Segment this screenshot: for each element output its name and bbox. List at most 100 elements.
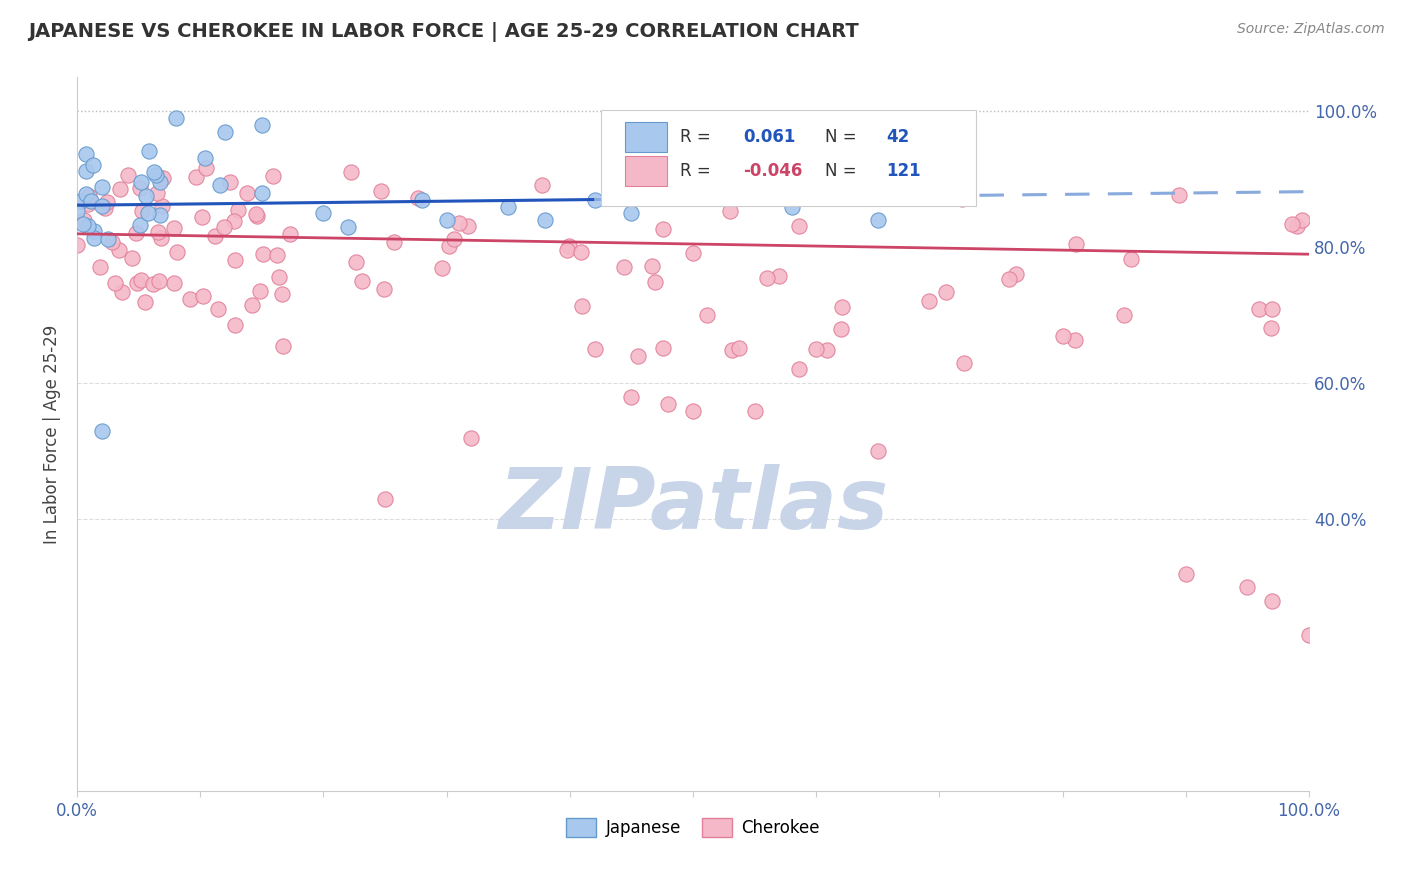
Point [373, 281, 395, 295]
Point [718, 204, 741, 219]
Point [66, 203, 89, 218]
Point [652, 222, 675, 236]
Point [406, 191, 429, 205]
Point [108, 244, 131, 258]
Point [382, 235, 405, 249]
Point [1174, 566, 1197, 581]
Point [142, 277, 165, 292]
Text: R =: R = [679, 128, 716, 146]
Point [128, 181, 150, 195]
Text: 121: 121 [887, 162, 921, 180]
Point [131, 204, 153, 219]
Point [111, 285, 134, 299]
Point [312, 206, 335, 220]
Point [271, 339, 294, 353]
Point [620, 390, 643, 404]
Point [1249, 301, 1271, 316]
Point [209, 178, 232, 192]
Point [72, 217, 94, 231]
Point [66, 237, 89, 252]
Point [207, 301, 229, 316]
Point [134, 294, 156, 309]
Point [950, 193, 973, 207]
Point [583, 342, 606, 356]
Point [250, 118, 273, 132]
Point [350, 274, 373, 288]
Point [83, 231, 105, 245]
Point [768, 269, 790, 284]
Point [214, 125, 236, 139]
Point [436, 213, 458, 227]
Point [148, 274, 170, 288]
Point [149, 230, 172, 244]
Point [1121, 252, 1143, 267]
Point [682, 186, 704, 200]
Point [953, 356, 976, 370]
Point [117, 169, 139, 183]
Point [226, 203, 249, 218]
Point [583, 193, 606, 207]
Point [212, 219, 235, 234]
Point [432, 260, 454, 275]
Point [344, 255, 367, 269]
Point [138, 144, 160, 158]
Point [569, 245, 592, 260]
Point [179, 292, 201, 306]
Point [271, 286, 294, 301]
Text: ZIPatlas: ZIPatlas [498, 464, 889, 547]
Point [449, 216, 471, 230]
Point [152, 170, 174, 185]
Point [145, 168, 167, 182]
Text: JAPANESE VS CHEROKEE IN LABOR FORCE | AGE 25-29 CORRELATION CHART: JAPANESE VS CHEROKEE IN LABOR FORCE | AG… [28, 22, 859, 42]
Point [1114, 309, 1136, 323]
Point [262, 169, 284, 184]
Point [644, 275, 666, 289]
Text: N =: N = [825, 128, 862, 146]
Point [135, 189, 157, 203]
Point [720, 343, 742, 357]
Point [1291, 212, 1313, 227]
Point [1286, 219, 1309, 233]
Point [124, 226, 146, 240]
Point [866, 444, 889, 458]
Point [411, 193, 433, 207]
Legend: Japanese, Cherokee: Japanese, Cherokee [560, 811, 827, 844]
FancyBboxPatch shape [600, 110, 976, 206]
Point [249, 285, 271, 299]
Point [136, 206, 159, 220]
Point [755, 271, 778, 285]
Text: N =: N = [825, 162, 862, 180]
Point [1261, 594, 1284, 608]
Point [125, 276, 148, 290]
Point [75, 147, 97, 161]
Point [437, 239, 460, 253]
Point [163, 221, 186, 235]
Point [815, 343, 838, 358]
Point [1064, 237, 1087, 252]
Point [460, 431, 482, 445]
Point [108, 182, 131, 196]
Point [696, 308, 718, 322]
Point [374, 491, 396, 506]
Point [94, 201, 117, 215]
Point [224, 318, 246, 333]
Point [121, 252, 143, 266]
Point [131, 176, 153, 190]
Text: 42: 42 [887, 128, 910, 146]
Point [613, 260, 636, 274]
Point [641, 259, 664, 273]
Point [806, 343, 828, 357]
Point [163, 276, 186, 290]
Point [1005, 268, 1028, 282]
Point [250, 186, 273, 200]
Point [75, 164, 97, 178]
Point [73, 213, 96, 227]
Point [104, 276, 127, 290]
Point [90, 199, 112, 213]
Point [224, 252, 246, 267]
Point [79, 188, 101, 202]
Point [652, 341, 675, 355]
Point [267, 269, 290, 284]
Point [530, 178, 553, 192]
Point [620, 206, 643, 220]
